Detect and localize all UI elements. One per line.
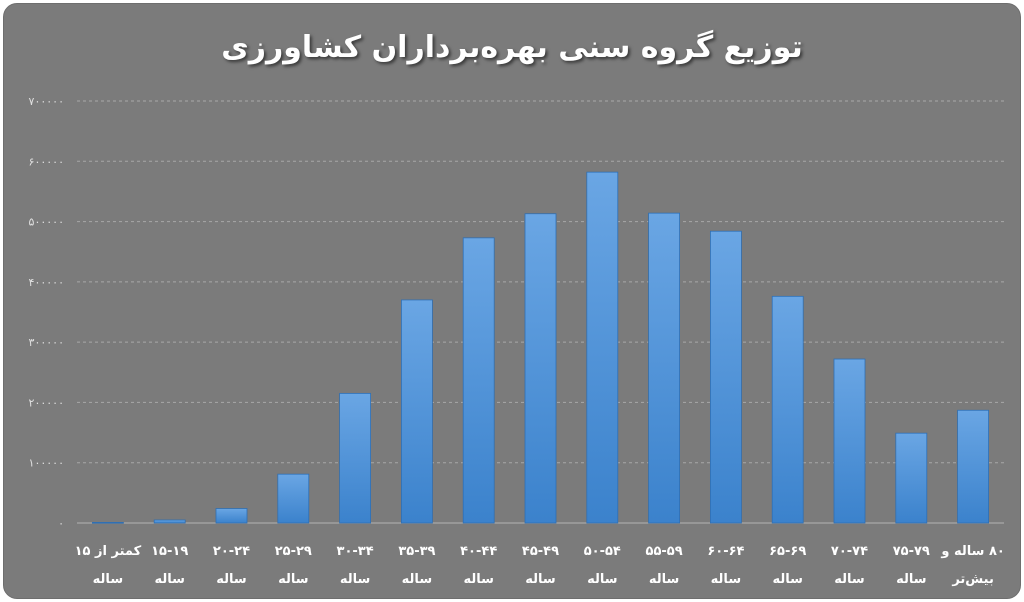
x-tick-label: ۴۰-۴۴ [460, 544, 497, 559]
x-tick-label: ساله [154, 572, 184, 587]
x-tick-label: بیش‌تر [951, 572, 994, 587]
x-tick-label: ساله [896, 572, 926, 587]
x-tick-label: ساله [772, 572, 802, 587]
x-tick-label: ساله [463, 572, 493, 587]
y-tick-label: ۶۰۰۰۰۰ [29, 155, 64, 168]
bar [833, 358, 866, 524]
x-tick-label: ۸۰ ساله و [940, 544, 1004, 559]
y-tick-label: ۷۰۰۰۰۰ [29, 95, 64, 108]
x-tick-label: ۶۵-۶۹ [769, 544, 806, 559]
bar [957, 409, 989, 524]
x-tick-label: ۴۵-۴۹ [522, 544, 559, 559]
x-tick-label: ۳۵-۳۹ [398, 544, 435, 559]
x-tick-label: ۱۵-۱۹ [151, 544, 188, 559]
chart-panel: توزیع گروه سنی بهره‌برداران کشاورزی ۰ ۱۰۰… [3, 3, 1021, 599]
bar [710, 230, 742, 524]
y-tick-label: ۱۰۰۰۰۰ [29, 457, 64, 470]
chart-title: توزیع گروه سنی بهره‌برداران کشاورزی [221, 30, 803, 65]
x-tick-label: ساله [340, 572, 370, 587]
bar [895, 432, 928, 524]
bar [339, 392, 372, 524]
bar [771, 295, 804, 524]
bar [524, 213, 557, 524]
x-tick-label: ۳۰-۳۴ [337, 544, 374, 559]
x-tick-label: ساله [649, 572, 679, 587]
x-tick-label: ساله [711, 572, 741, 587]
x-tick-label: ساله [525, 572, 555, 587]
x-tick-label: ۲۰-۲۴ [213, 544, 250, 559]
x-tick-label: ساله [834, 572, 864, 587]
y-tick-label: ۲۰۰۰۰۰ [29, 396, 64, 409]
x-tick-label: ۵۰-۵۴ [584, 544, 621, 559]
x-tick-label: کمتر از ۱۵ [75, 544, 142, 559]
bar [648, 212, 680, 524]
bar [153, 519, 186, 524]
x-tick-label: ساله [278, 572, 308, 587]
x-tick-label: ساله [402, 572, 432, 587]
y-tick-label: ۳۰۰۰۰۰ [29, 336, 64, 349]
y-tick-label: ۵۰۰۰۰۰ [29, 216, 64, 229]
x-tick-label: ساله [587, 572, 617, 587]
bar [92, 521, 124, 524]
bar [215, 508, 248, 524]
bar [586, 171, 619, 524]
bar [462, 237, 495, 524]
x-tick-label: ۶۰-۶۴ [707, 544, 744, 559]
x-tick-label: ۷۰-۷۴ [831, 544, 868, 559]
bar [277, 473, 310, 524]
bar [400, 299, 433, 524]
x-tick-label: ۵۵-۵۹ [646, 544, 683, 559]
bar-chart: ۰ ۱۰۰۰۰۰ ۲۰۰۰۰۰ ۳۰۰۰۰۰ ۴۰۰۰۰۰ ۵۰۰۰۰۰ ۶۰۰۰۰۰ ۷۰۰… [29, 95, 1005, 587]
x-tick-label: ۲۵-۲۹ [275, 544, 312, 559]
y-tick-label: ۴۰۰۰۰۰ [29, 276, 64, 289]
x-tick-label: ۷۵-۷۹ [893, 544, 930, 559]
y-tick-label: ۰ [58, 517, 64, 530]
x-tick-label: ساله [93, 572, 123, 587]
x-tick-label: ساله [216, 572, 246, 587]
